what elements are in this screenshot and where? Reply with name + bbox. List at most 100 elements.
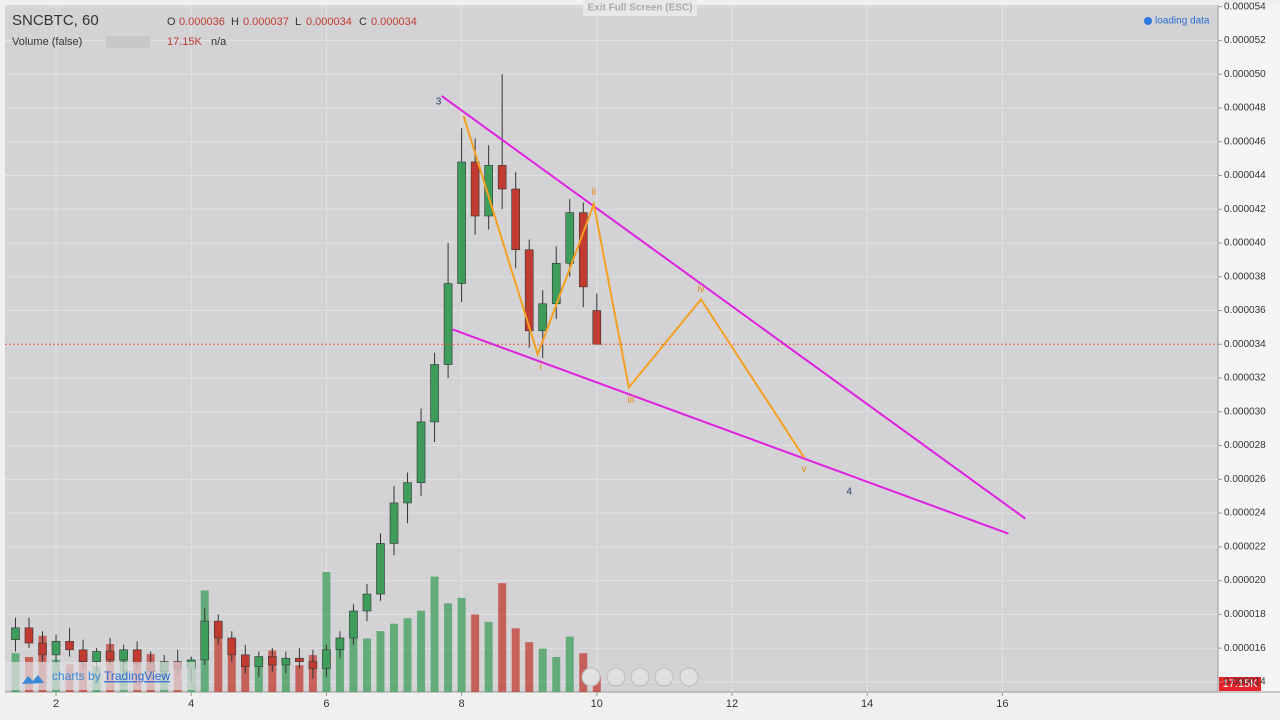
y-tick-label: 0.000046 — [1224, 136, 1266, 147]
x-tick-label: 4 — [188, 698, 194, 710]
zoom-out[interactable] — [606, 667, 626, 687]
candle-body — [254, 656, 264, 667]
candle-body — [538, 303, 548, 332]
x-tick-label: 16 — [996, 698, 1008, 710]
candle-body — [322, 649, 331, 669]
wave-label: 3 — [436, 97, 442, 108]
volume-bar — [457, 597, 466, 692]
exit-button[interactable] — [583, 0, 697, 16]
branding-logo — [22, 675, 44, 684]
candle-body — [308, 661, 318, 669]
candle-body — [11, 627, 20, 640]
exit-text[interactable]: Exit Full Screen (ESC) — [587, 3, 692, 14]
candle-body — [281, 657, 291, 666]
x-tick-label: 6 — [323, 698, 329, 710]
candle-body — [349, 610, 358, 639]
volume-bar — [444, 603, 453, 692]
x-tick-label: 8 — [459, 698, 465, 710]
volume-bar — [295, 665, 304, 692]
volume-tag — [1219, 677, 1261, 691]
candle-body — [92, 651, 101, 662]
volume-bar — [565, 636, 574, 692]
y-tick-label: 0.000030 — [1224, 406, 1266, 417]
y-tick-label: 0.000022 — [1224, 541, 1266, 552]
volume-bar — [471, 614, 480, 692]
y-tick-label: 0.000052 — [1224, 35, 1266, 46]
volume-bar — [552, 656, 561, 692]
branding-link[interactable]: TradingView — [104, 669, 170, 683]
candle-body — [443, 283, 453, 365]
ohlc-value: 0.000034 — [371, 16, 417, 28]
trend-drawing — [452, 328, 1009, 535]
branding-prefix: charts by — [52, 669, 101, 683]
volume-bar — [403, 618, 412, 692]
candle-body — [565, 212, 575, 264]
candle-body — [511, 188, 520, 251]
y-tick-label: 0.000054 — [1224, 1, 1266, 12]
volume-bar — [417, 610, 426, 692]
scroll-right[interactable] — [679, 667, 699, 687]
y-tick-label: 0.000040 — [1224, 238, 1266, 249]
candle-body — [295, 657, 304, 662]
volume-bar — [241, 656, 250, 692]
y-tick-label: 0.000018 — [1224, 609, 1266, 620]
trend-drawing — [462, 115, 805, 459]
candle-body — [51, 641, 61, 656]
candle-body — [78, 649, 88, 662]
y-tick-label: 0.000028 — [1224, 440, 1266, 451]
candle-body — [524, 249, 534, 332]
candle-body — [24, 627, 34, 644]
branding-bg — [5, 662, 195, 690]
candle-body — [119, 649, 128, 661]
volume-buttons[interactable] — [106, 36, 150, 48]
candle-body — [376, 543, 385, 595]
volume-bar — [430, 576, 439, 692]
y-tick-label: 0.000014 — [1224, 677, 1266, 688]
volume-bar — [335, 644, 344, 692]
candle-body — [592, 310, 602, 345]
wave-label: iv — [697, 284, 704, 295]
volume-bar — [281, 658, 290, 692]
candle-body — [578, 212, 588, 288]
volume-bar — [498, 583, 507, 692]
candle-body — [362, 593, 372, 612]
y-tick-label: 0.000024 — [1224, 508, 1266, 519]
volume-bar — [254, 663, 263, 692]
candle-body — [38, 642, 47, 656]
volume-bar — [511, 628, 520, 692]
candle-body — [241, 654, 250, 667]
wave-label: ii — [592, 187, 596, 198]
candle-body — [268, 656, 277, 666]
reset[interactable] — [630, 667, 650, 687]
trend-drawing — [441, 95, 1026, 520]
volume-extra: n/a — [211, 36, 227, 48]
wave-label: 4 — [846, 486, 852, 497]
y-tick-label: 0.000050 — [1224, 69, 1266, 80]
x-tick-label: 14 — [861, 698, 873, 710]
ohlc-label: C — [359, 16, 367, 28]
volume-bar — [525, 642, 534, 692]
plot-area — [5, 5, 1218, 692]
candle-body — [470, 161, 480, 217]
wave-label: i — [540, 362, 542, 373]
candle-body — [227, 637, 237, 656]
y-tick-label: 0.000032 — [1224, 373, 1266, 384]
volume-bar — [376, 631, 385, 692]
x-tick-label: 12 — [726, 698, 738, 710]
ohlc-label: H — [231, 16, 239, 28]
candle-body — [403, 482, 412, 504]
volume-title: Volume (false) — [12, 36, 82, 48]
y-tick-label: 0.000026 — [1224, 474, 1266, 485]
zoom-in[interactable] — [654, 667, 674, 687]
volume-bar — [362, 638, 371, 692]
scroll-left[interactable] — [581, 667, 601, 687]
candle-body — [430, 364, 439, 423]
y-tick-label: 0.000044 — [1224, 170, 1266, 181]
candle-body — [335, 637, 345, 651]
ohlc-value: 0.000036 — [179, 16, 225, 28]
ohlc-value: 0.000037 — [243, 16, 289, 28]
candle-body — [132, 649, 142, 664]
candle-body — [497, 165, 507, 190]
candle-body — [65, 641, 74, 651]
candle-body — [484, 165, 493, 217]
